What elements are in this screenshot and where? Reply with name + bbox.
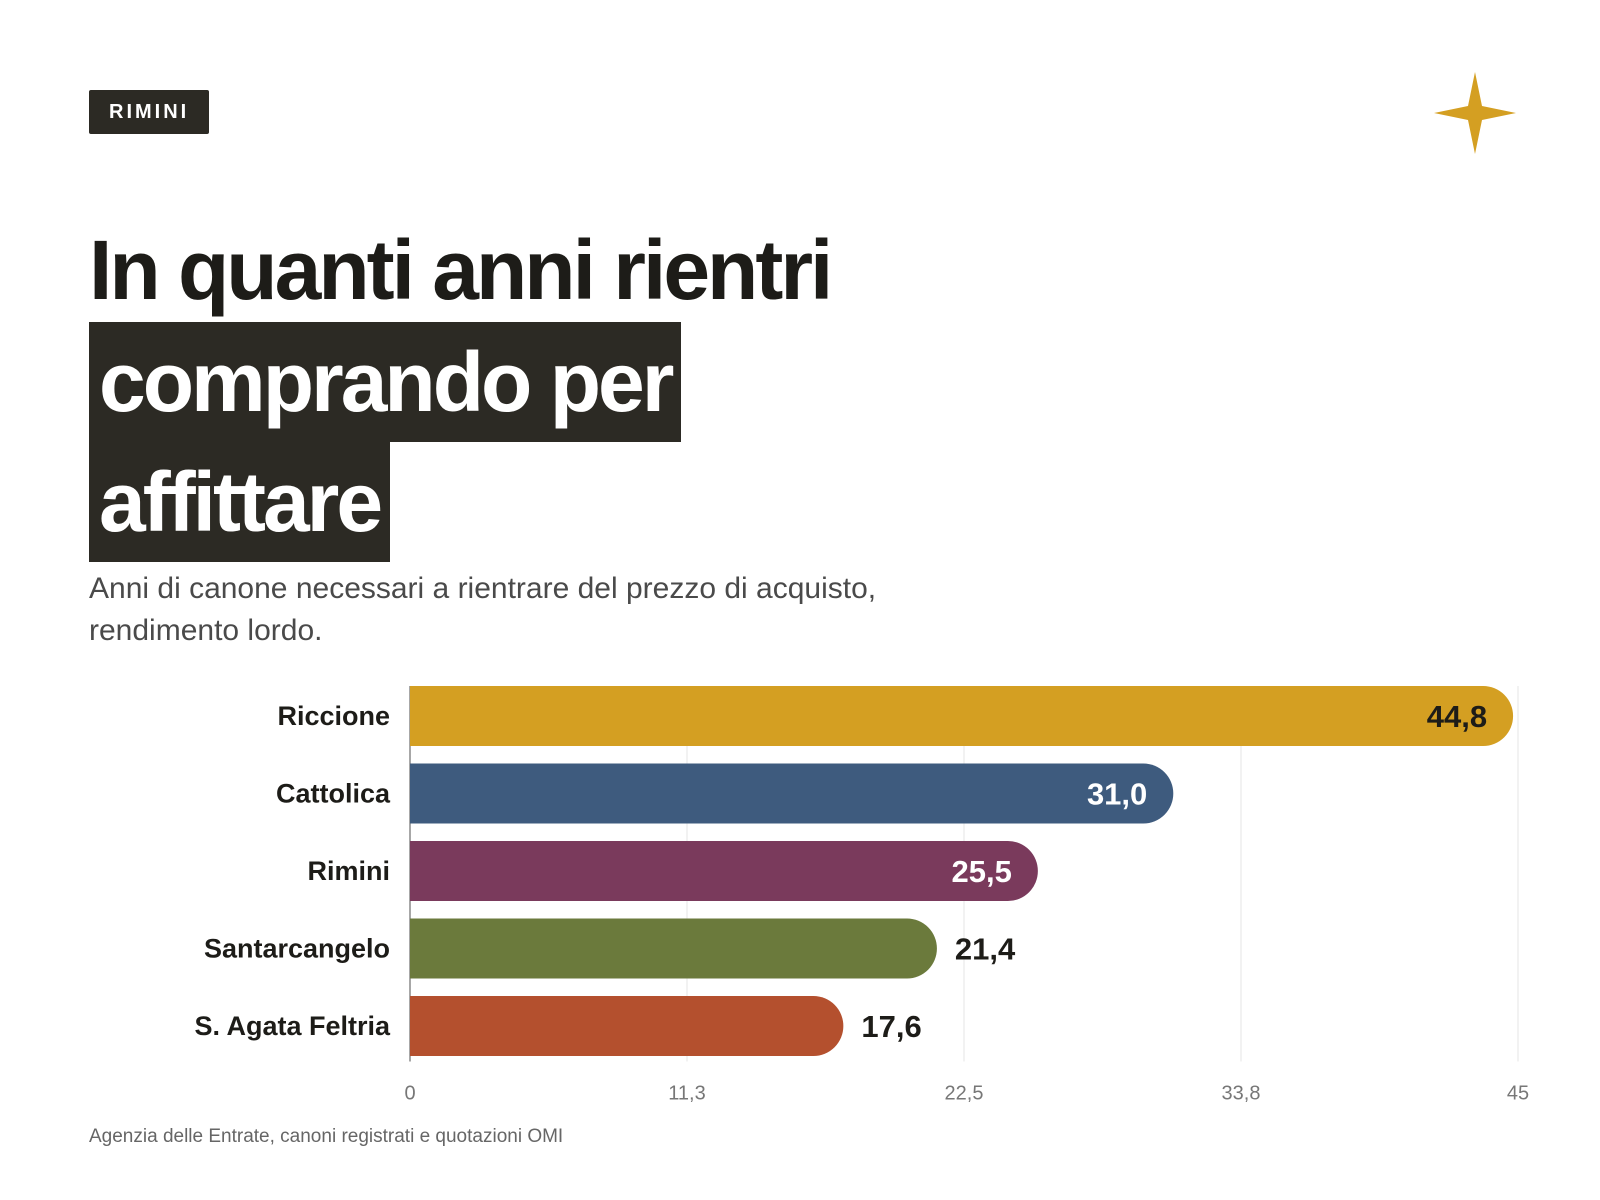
bar — [410, 918, 937, 979]
x-tick-label: 0 — [404, 1083, 415, 1105]
subtitle-line-1: Anni di canone necessari a rientrare del… — [89, 572, 877, 605]
source-note: Agenzia delle Entrate, canoni registrati… — [89, 1126, 564, 1147]
subtitle-line-2: rendimento lordo. — [89, 614, 323, 647]
region-tag: RIMINI — [89, 90, 210, 134]
value-label: 44,8 — [1427, 699, 1487, 734]
category-label: Cattolica — [276, 779, 391, 809]
value-label: 21,4 — [955, 932, 1016, 967]
headline-line-1: In quanti anni rientri — [89, 223, 833, 317]
category-label: Santarcangelo — [204, 934, 390, 964]
value-label: 31,0 — [1087, 777, 1147, 812]
category-label: Rimini — [307, 856, 390, 886]
bar — [410, 763, 1174, 824]
category-label: S. Agata Feltria — [194, 1011, 391, 1041]
bar — [410, 996, 844, 1056]
value-label: 17,6 — [861, 1009, 921, 1044]
value-label: 25,5 — [952, 854, 1012, 889]
headline: In quanti anni rientri comprando per aff… — [89, 218, 989, 562]
x-tick-label: 33,8 — [1222, 1083, 1261, 1105]
x-tick-label: 45 — [1507, 1083, 1529, 1105]
bar — [410, 841, 1038, 901]
four-point-star-icon — [1434, 72, 1516, 154]
bar — [410, 686, 1514, 746]
x-tick-label: 22,5 — [945, 1083, 984, 1105]
category-label: Riccione — [277, 701, 390, 731]
headline-line-3: affittare — [89, 442, 391, 562]
subtitle: Anni di canone necessari a rientrare del… — [89, 568, 989, 652]
x-tick-label: 11,3 — [668, 1083, 705, 1105]
headline-line-2: comprando per — [89, 322, 682, 442]
